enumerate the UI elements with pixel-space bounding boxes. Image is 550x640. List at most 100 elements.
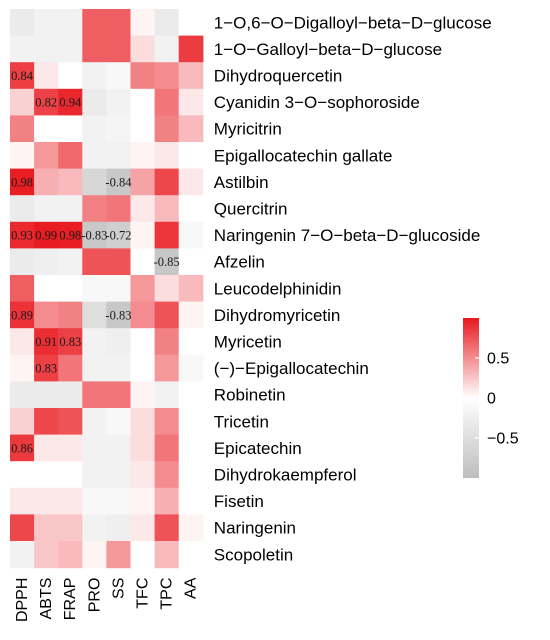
heatmap-cell [34,115,59,143]
heatmap-cell [10,221,35,249]
heatmap-cell [106,381,132,409]
heatmap-cell [154,62,180,90]
colorbar-tick-label: 0.5 [487,351,509,368]
row-label: 1−O,6−O−Digalloyl−beta−D−glucose [214,13,492,32]
heatmap-cell [10,115,35,143]
row-label: Epigallocatechin gallate [214,146,393,165]
heatmap-cell [154,195,180,223]
heatmap-cell [106,168,132,196]
heatmap-cell [58,434,83,462]
heatmap-annotations: 0.840.82 0.940.98 -0.840.93 0.99 0.98 -0.83-0… [11,69,180,455]
row-label: Dihydromyricetin [214,306,341,325]
cell-annotation: 0.94 [59,96,82,110]
heatmap-cell [82,381,107,409]
heatmap-cell [58,35,83,63]
column-label: TFC [135,578,152,609]
heatmap-cell [130,9,156,37]
cell-annotation: 0.89 [11,308,33,322]
heatmap-cell [178,221,204,249]
heatmap-cell [154,142,180,170]
cell-annotation: 0.82 [35,96,57,110]
heatmap-cell [130,328,156,356]
heatmap-cell [58,88,83,116]
row-label: Scopoletin [214,545,293,564]
heatmap-cell [106,487,132,515]
heatmap-cell [34,248,59,276]
cell-annotation: 0.84 [11,69,34,83]
heatmap-cell [106,408,132,436]
heatmap-cell [130,248,156,276]
heatmap-cell [154,248,180,276]
heatmap-cell [58,9,83,37]
heatmap-cell [58,142,83,170]
heatmap-cell [10,328,35,356]
heatmap-cell [130,88,156,116]
column-labels: DPPH ABTS FRAP PRO SS TFC TPC AA [14,577,200,622]
heatmap-cell [154,514,180,542]
heatmap-cell [106,301,132,329]
heatmap-cell [34,9,59,37]
heatmap-cell [178,301,204,329]
heatmap-cell [34,487,59,515]
cell-annotation: 0.93 [11,229,33,243]
heatmap-cell [130,221,156,249]
row-label: Naringenin 7−O−beta−D−glucoside [214,226,481,245]
heatmap-cell [178,354,204,382]
heatmap-cell [58,354,83,382]
heatmap-cell [178,35,204,63]
heatmap-cell [130,381,156,409]
heatmap-cell [10,487,35,515]
heatmap-cell [34,275,59,303]
heatmap-cell [34,195,59,223]
cell-annotation: -0.84 [105,175,132,189]
heatmap-cell [10,434,35,462]
column-label: TPC [159,578,176,610]
heatmap-cell [82,354,107,382]
heatmap-cell [154,541,180,569]
heatmap-cell [178,168,204,196]
row-label: Quercitrin [214,200,288,219]
heatmap-cell [154,381,180,409]
heatmap-cell [154,354,180,382]
heatmap-cell [130,168,156,196]
heatmap-cell [34,301,59,329]
row-label: Dihydroquercetin [214,67,343,86]
heatmap-cell [154,328,180,356]
heatmap-cell [130,408,156,436]
heatmap-cell [34,221,59,249]
heatmap-cell [106,88,132,116]
heatmap-cell [82,541,107,569]
heatmap-cell [154,487,180,515]
heatmap-cell [106,275,132,303]
heatmap-cell [10,195,35,223]
heatmap-cell [82,275,107,303]
row-label: Naringenin [214,519,296,538]
heatmap-cell [106,195,132,223]
heatmap-cell [130,487,156,515]
heatmap-cell [34,35,59,63]
heatmap-cell [82,328,107,356]
heatmap-cell [130,35,156,63]
heatmap-cell [58,115,83,143]
heatmap-cell [154,408,180,436]
heatmap-cell [130,275,156,303]
heatmap-cell [82,62,107,90]
heatmap-cell [178,62,204,90]
row-label: Epicatechin [214,439,302,458]
column-label: DPPH [14,578,31,622]
cell-annotation: 0.99 [35,229,57,243]
heatmap-cell [82,408,107,436]
cell-annotation: 0.98 [11,175,33,189]
heatmap-cell [130,115,156,143]
row-label: Robinetin [214,386,286,405]
heatmap-cell [106,35,132,63]
heatmap-cell [58,487,83,515]
heatmap-cell [34,88,59,116]
heatmap-cell [10,514,35,542]
heatmap-cell [58,301,83,329]
heatmap-cell [130,62,156,90]
heatmap-cell [178,541,204,569]
heatmap-cell [34,541,59,569]
colorbar-tick-label: −0.5 [487,431,519,448]
heatmap-cell [10,142,35,170]
